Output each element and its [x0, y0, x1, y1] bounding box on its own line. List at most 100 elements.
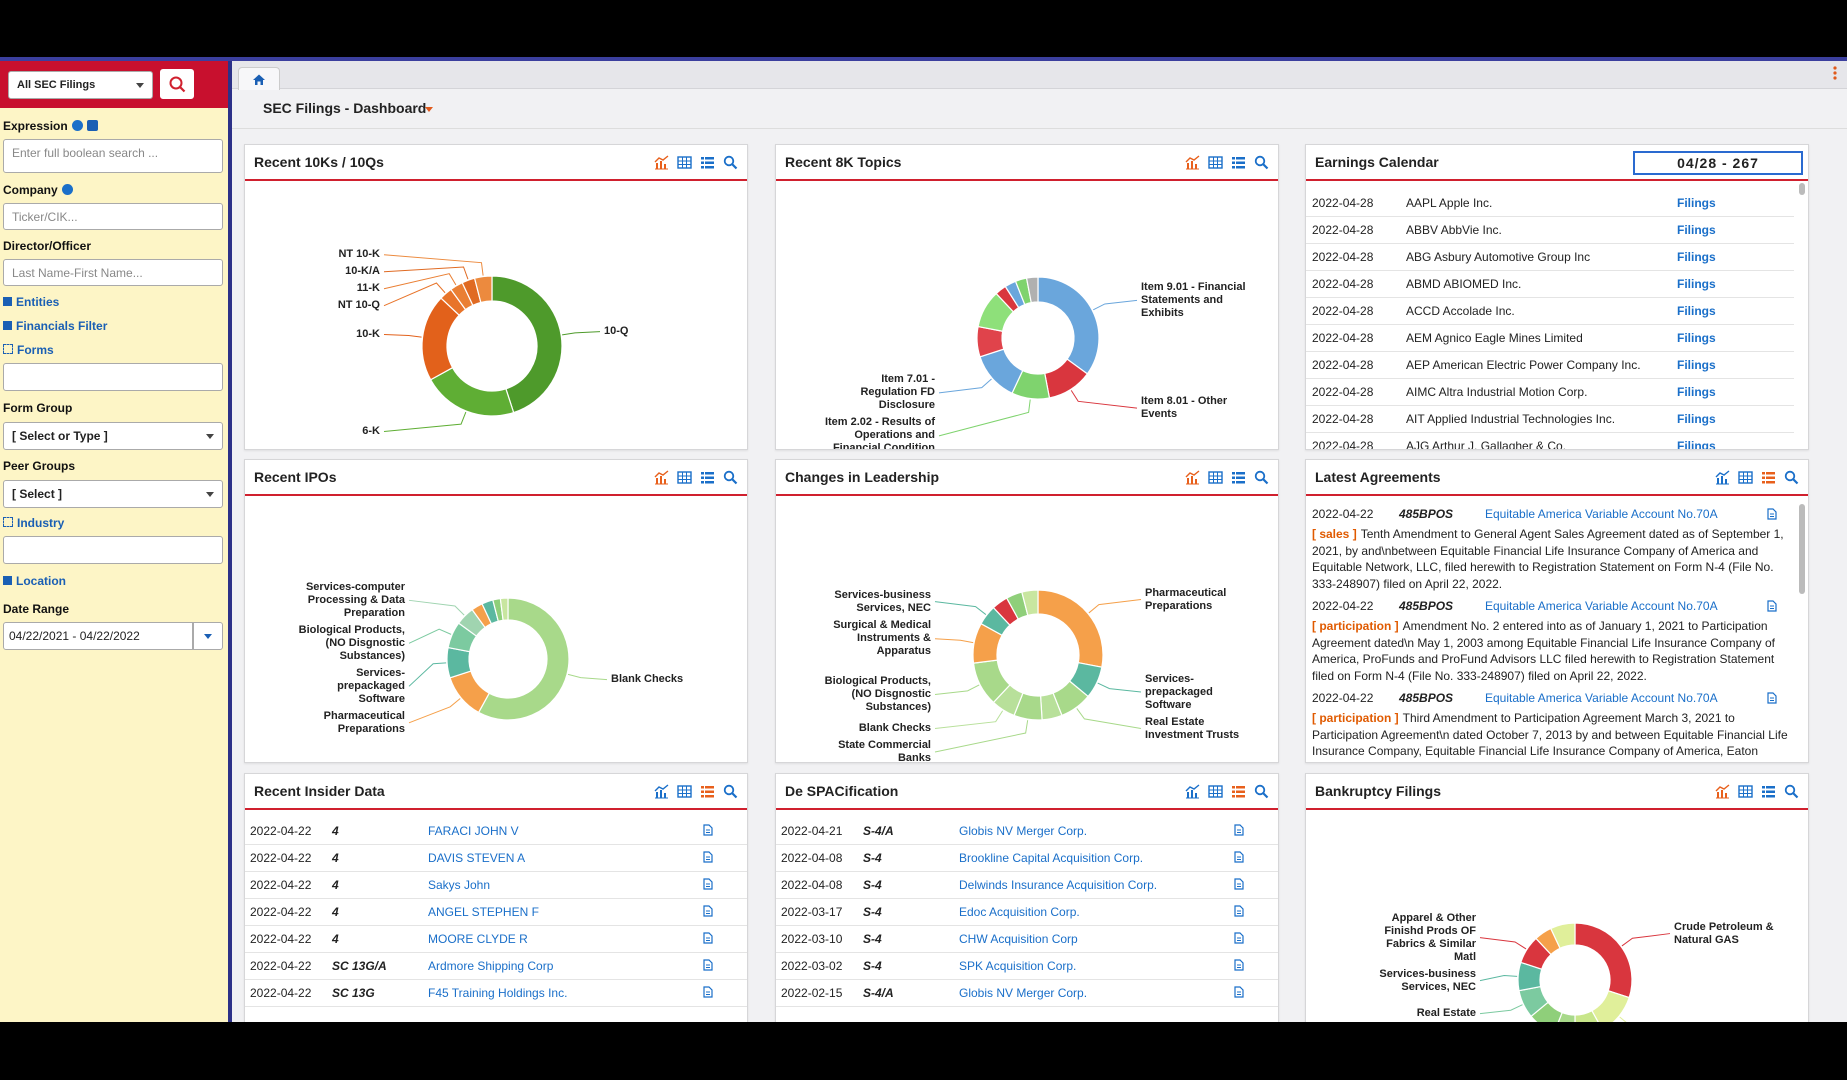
tool-icon[interactable]	[699, 154, 716, 171]
industry-input[interactable]	[3, 536, 223, 564]
tool-icon[interactable]	[1230, 154, 1247, 171]
tool-icon[interactable]	[1714, 469, 1731, 486]
document-icon[interactable]	[703, 905, 713, 917]
search-button[interactable]	[160, 69, 194, 99]
filings-link[interactable]: Filings	[1677, 331, 1716, 345]
document-icon[interactable]	[1234, 851, 1244, 863]
tool-icon[interactable]	[699, 469, 716, 486]
menu-dots[interactable]	[1832, 66, 1838, 82]
filer-link[interactable]: Brookline Capital Acquisition Corp.	[959, 851, 1144, 865]
tool-icon[interactable]	[1184, 154, 1201, 171]
date-dropdown[interactable]	[193, 622, 223, 650]
filings-link[interactable]: Filings	[1677, 385, 1716, 399]
filer-link[interactable]: FARACI JOHN V	[428, 824, 519, 838]
tool-icon[interactable]	[1184, 783, 1201, 800]
expression-input[interactable]: Enter full boolean search ...	[3, 139, 223, 173]
tool-icon[interactable]	[1760, 783, 1777, 800]
filer-link[interactable]: Edoc Acquisition Corp.	[959, 905, 1080, 919]
document-icon[interactable]	[703, 986, 713, 998]
document-icon[interactable]	[703, 824, 713, 836]
filer-link[interactable]: Globis NV Merger Corp.	[959, 986, 1088, 1000]
video-icon[interactable]	[86, 120, 98, 131]
filings-link[interactable]: Filings	[1677, 196, 1716, 210]
filer-link[interactable]: Ardmore Shipping Corp	[428, 959, 554, 973]
filings-link[interactable]: Filings	[1677, 250, 1716, 264]
tool-icon[interactable]	[1230, 469, 1247, 486]
company-link[interactable]: Equitable America Variable Account No.70…	[1485, 691, 1718, 705]
location-toggle[interactable]: Location	[3, 574, 66, 588]
sidebar: All SEC Filings Expression Enter full bo…	[0, 61, 232, 1022]
tool-icon[interactable]	[1207, 469, 1224, 486]
tool-icon[interactable]	[653, 154, 670, 171]
tool-icon[interactable]	[722, 154, 739, 171]
document-icon[interactable]	[1234, 986, 1244, 998]
tool-icon[interactable]	[1253, 783, 1270, 800]
filer-link[interactable]: Sakys John	[428, 878, 491, 892]
filings-link[interactable]: Filings	[1677, 304, 1716, 318]
entities-toggle[interactable]: Entities	[3, 295, 59, 309]
filings-link[interactable]: Filings	[1677, 223, 1716, 237]
tool-icon[interactable]	[1737, 469, 1754, 486]
document-icon[interactable]	[1234, 959, 1244, 971]
date-input[interactable]: 04/22/2021 - 04/22/2022	[3, 622, 193, 650]
filings-link[interactable]: Filings	[1677, 439, 1716, 449]
tool-icon[interactable]	[1253, 154, 1270, 171]
filer-link[interactable]: MOORE CLYDE R	[428, 932, 528, 946]
filings-link[interactable]: Filings	[1677, 412, 1716, 426]
peer-select[interactable]: [ Select ]	[3, 480, 223, 508]
filer-link[interactable]: F45 Training Holdings Inc.	[428, 986, 568, 1000]
financials-toggle[interactable]: Financials Filter	[3, 319, 107, 333]
tool-icon[interactable]	[1783, 783, 1800, 800]
tool-icon[interactable]	[676, 783, 693, 800]
tool-icon[interactable]	[1737, 783, 1754, 800]
form-group-select[interactable]: [ Select or Type ]	[3, 422, 223, 450]
filings-link[interactable]: Filings	[1677, 358, 1716, 372]
filer-link[interactable]: CHW Acquisition Corp	[959, 932, 1078, 946]
tool-icon[interactable]	[1783, 469, 1800, 486]
document-icon[interactable]	[1767, 692, 1777, 704]
home-tab[interactable]	[238, 67, 280, 90]
tool-icon[interactable]	[676, 469, 693, 486]
industry-toggle[interactable]: Industry	[3, 516, 64, 530]
filer-link[interactable]: DAVIS STEVEN A	[428, 851, 526, 865]
help-icon[interactable]	[71, 120, 83, 131]
date-selector[interactable]: 04/28 - 267	[1633, 151, 1803, 175]
company-link[interactable]: Equitable America Variable Account No.70…	[1485, 507, 1718, 521]
document-icon[interactable]	[1767, 600, 1777, 612]
tool-icon[interactable]	[722, 469, 739, 486]
tool-icon[interactable]	[1253, 469, 1270, 486]
forms-input[interactable]	[3, 363, 223, 391]
document-icon[interactable]	[703, 932, 713, 944]
filer-link[interactable]: Globis NV Merger Corp.	[959, 824, 1088, 838]
tool-icon[interactable]	[1184, 469, 1201, 486]
tool-icon[interactable]	[1760, 469, 1777, 486]
document-icon[interactable]	[703, 959, 713, 971]
filer-link[interactable]: SPK Acquisition Corp.	[959, 959, 1077, 973]
forms-toggle[interactable]: Forms	[3, 343, 54, 357]
tool-icon[interactable]	[1230, 783, 1247, 800]
document-icon[interactable]	[703, 851, 713, 863]
tool-icon[interactable]	[722, 783, 739, 800]
tool-icon[interactable]	[653, 469, 670, 486]
company-link[interactable]: Equitable America Variable Account No.70…	[1485, 599, 1718, 613]
tool-icon[interactable]	[1207, 154, 1224, 171]
filing-select[interactable]: All SEC Filings	[8, 71, 153, 99]
document-icon[interactable]	[1234, 878, 1244, 890]
document-icon[interactable]	[703, 878, 713, 890]
document-icon[interactable]	[1234, 932, 1244, 944]
tool-icon[interactable]	[1714, 783, 1731, 800]
tool-icon[interactable]	[1207, 783, 1224, 800]
tool-icon[interactable]	[699, 783, 716, 800]
tool-icon[interactable]	[676, 154, 693, 171]
company-input[interactable]: Ticker/CIK...	[3, 203, 223, 230]
dashboard-title[interactable]: SEC Filings - Dashboard	[263, 100, 427, 116]
help-icon[interactable]	[61, 184, 73, 195]
tool-icon[interactable]	[653, 783, 670, 800]
document-icon[interactable]	[1767, 508, 1777, 520]
document-icon[interactable]	[1234, 905, 1244, 917]
director-input[interactable]: Last Name-First Name...	[3, 259, 223, 286]
filer-link[interactable]: Delwinds Insurance Acquisition Corp.	[959, 878, 1158, 892]
filer-link[interactable]: ANGEL STEPHEN F	[428, 905, 539, 919]
filings-link[interactable]: Filings	[1677, 277, 1716, 291]
document-icon[interactable]	[1234, 824, 1244, 836]
